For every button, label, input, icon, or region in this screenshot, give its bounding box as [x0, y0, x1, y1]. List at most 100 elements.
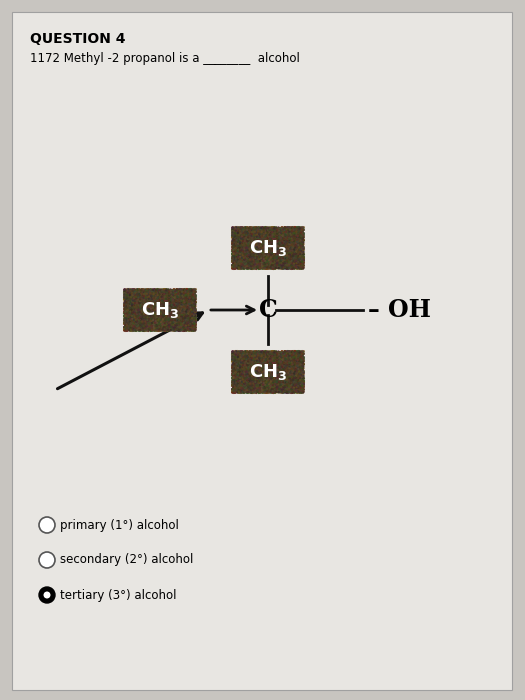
Point	[255, 357, 263, 368]
Point	[281, 375, 290, 386]
Point	[288, 255, 296, 266]
Point	[284, 258, 292, 270]
Point	[235, 228, 244, 239]
Point	[191, 304, 199, 316]
Point	[281, 374, 290, 386]
Point	[248, 350, 257, 361]
Point	[294, 247, 302, 258]
Point	[265, 251, 274, 262]
Point	[253, 224, 261, 235]
Point	[253, 370, 261, 382]
Point	[136, 318, 144, 329]
Point	[281, 222, 290, 233]
Point	[228, 380, 236, 391]
Point	[133, 299, 141, 310]
Point	[185, 288, 193, 300]
Point	[267, 367, 276, 378]
Point	[297, 232, 305, 243]
Point	[264, 386, 272, 397]
Point	[293, 260, 301, 271]
Point	[177, 323, 186, 334]
Point	[136, 293, 145, 304]
Point	[237, 244, 245, 256]
Point	[281, 362, 290, 373]
Point	[242, 369, 250, 380]
Point	[296, 377, 304, 388]
Point	[261, 377, 269, 388]
Point	[160, 308, 168, 319]
Point	[276, 356, 284, 368]
Point	[240, 356, 248, 368]
Point	[256, 224, 265, 235]
Point	[233, 350, 241, 361]
Point	[286, 234, 295, 245]
Point	[283, 254, 291, 265]
Point	[237, 354, 246, 365]
Point	[250, 238, 258, 249]
Point	[176, 287, 185, 298]
Point	[276, 257, 284, 268]
Point	[172, 287, 180, 298]
Point	[283, 369, 291, 380]
Point	[293, 376, 302, 387]
Point	[170, 290, 178, 301]
Point	[236, 382, 244, 393]
Point	[299, 254, 308, 265]
Point	[232, 228, 240, 239]
Point	[228, 354, 236, 365]
Point	[262, 262, 270, 273]
Point	[146, 307, 155, 318]
Point	[269, 374, 278, 385]
Point	[125, 298, 134, 309]
Point	[256, 368, 265, 379]
Point	[251, 357, 260, 368]
Point	[278, 379, 287, 390]
Point	[139, 284, 148, 295]
Point	[241, 251, 249, 262]
Point	[248, 236, 256, 247]
Point	[244, 230, 253, 241]
Point	[186, 318, 194, 330]
Point	[288, 234, 296, 246]
Point	[258, 254, 267, 265]
Point	[292, 225, 301, 236]
Point	[251, 386, 259, 397]
Point	[265, 360, 274, 372]
Point	[238, 258, 246, 270]
Point	[278, 365, 286, 377]
Point	[282, 356, 290, 368]
Point	[255, 242, 263, 253]
Point	[281, 232, 289, 243]
Point	[140, 300, 148, 312]
Point	[265, 346, 273, 357]
Point	[238, 230, 247, 241]
Point	[270, 259, 279, 270]
Point	[165, 295, 173, 306]
Point	[267, 262, 275, 274]
Point	[133, 318, 141, 330]
Point	[297, 252, 306, 263]
Point	[154, 290, 162, 301]
Point	[169, 316, 177, 328]
Point	[272, 376, 280, 387]
Point	[250, 243, 258, 254]
Point	[172, 286, 180, 297]
Point	[291, 228, 299, 239]
Point	[133, 316, 141, 327]
Point	[237, 260, 246, 272]
Point	[273, 360, 281, 372]
Point	[285, 248, 293, 259]
Point	[285, 384, 293, 395]
Point	[288, 347, 297, 358]
Point	[155, 309, 163, 320]
Point	[280, 235, 289, 246]
Point	[247, 253, 256, 264]
Point	[261, 371, 269, 382]
Point	[174, 317, 183, 328]
Point	[244, 253, 253, 264]
Point	[153, 325, 161, 336]
Point	[174, 320, 183, 331]
Point	[163, 307, 172, 318]
Point	[298, 252, 306, 263]
Point	[254, 260, 262, 272]
